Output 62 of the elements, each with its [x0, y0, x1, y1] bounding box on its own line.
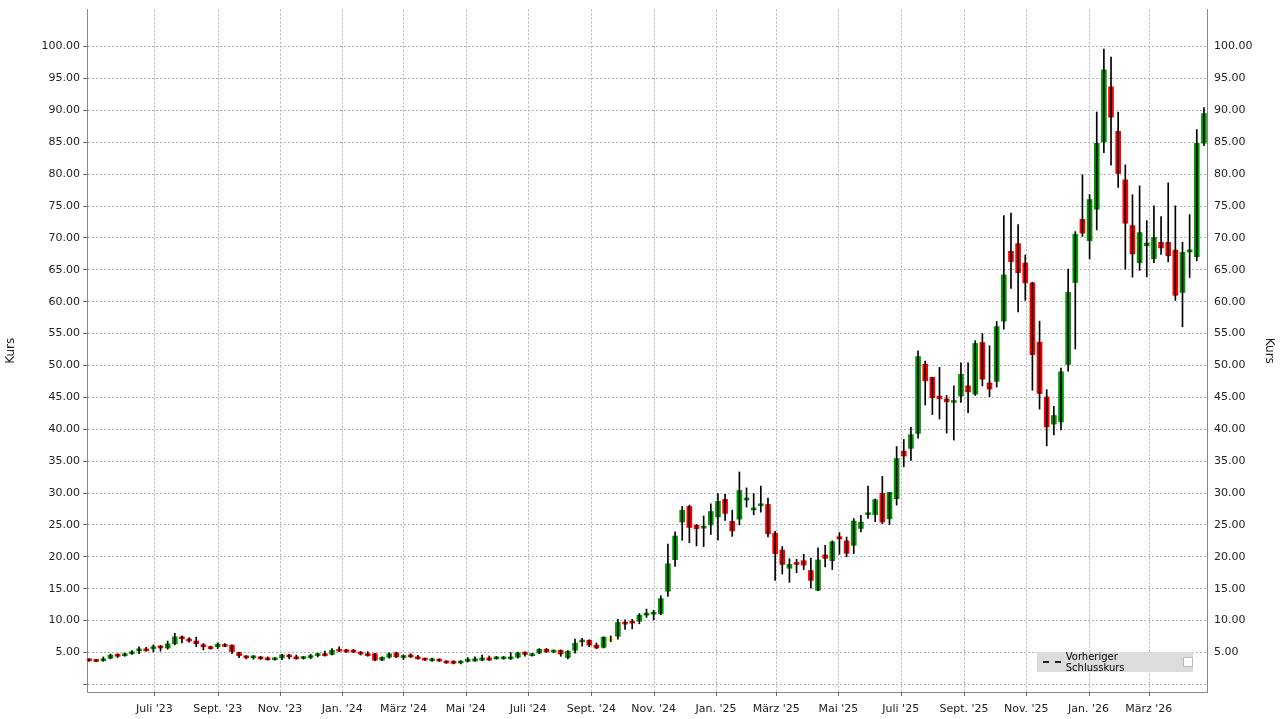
x-tick-label: Jan. '25 — [694, 702, 737, 716]
x-tick-label: Sept. '23 — [193, 702, 243, 716]
y-tick-label: 40.00 — [48, 422, 80, 436]
y2-tick-label: 65.00 — [1214, 262, 1246, 276]
x-tick-label: Juli '25 — [881, 702, 920, 716]
x-tick-label: März '25 — [752, 702, 800, 716]
y-tick-label: 20.00 — [48, 549, 80, 563]
y-tick-label: 50.00 — [48, 358, 80, 372]
y-axis-title: Kurs — [3, 337, 18, 364]
legend-panel: Vorheriger Schlusskurs — [1037, 652, 1193, 672]
y2-tick-label: 15.00 — [1214, 581, 1246, 595]
y2-tick-label: 90.00 — [1214, 103, 1246, 117]
y2-tick-label: 80.00 — [1214, 167, 1246, 180]
y2-tick-label: 20.00 — [1214, 549, 1246, 563]
y2-axis-title: Kurs — [1262, 337, 1277, 364]
y2-tick-label: 10.00 — [1214, 613, 1246, 627]
y-tick-label: 90.00 — [48, 103, 80, 117]
candlestick — [436, 658, 443, 662]
y2-tick-label: 25.00 — [1214, 517, 1246, 531]
annotation: Vorheriger Schlusskurs — [1065, 651, 1126, 673]
y-tick-label: 85.00 — [48, 135, 80, 149]
y-tick-label: 55.00 — [48, 326, 80, 340]
y-tick-label: 70.00 — [48, 230, 80, 244]
x-tick-label: Sept. '24 — [566, 702, 616, 716]
x-tick-label: März '24 — [379, 702, 428, 716]
x-tick-label: Nov. '25 — [1003, 702, 1049, 716]
x-tick-label: März '26 — [1125, 702, 1173, 716]
x-tick-label: Mai '25 — [818, 702, 859, 716]
x-tick-label: Nov. '23 — [257, 702, 303, 716]
x-tick-label: Mai '24 — [445, 702, 486, 716]
y2-tick-label: 60.00 — [1214, 294, 1246, 308]
y-tick-label: 25.00 — [48, 517, 80, 531]
y-tick-label: 5.00 — [55, 645, 80, 659]
y2-tick-label: 5.00 — [1214, 645, 1239, 659]
y-tick-label: 10.00 — [48, 613, 80, 627]
y-tick-label: 60.00 — [48, 294, 80, 308]
x-tick-label: Juli '23 — [134, 702, 173, 716]
y-tick-label: 75.00 — [48, 198, 80, 212]
y2-tick-label: 95.00 — [1214, 71, 1246, 85]
y-tick-label: 15.00 — [48, 581, 80, 595]
y-tick-label: 30.00 — [48, 485, 80, 499]
y2-tick-label: 50.00 — [1214, 358, 1246, 372]
y-tick-label: 65.00 — [48, 262, 80, 276]
y-tick-label: 45.00 — [48, 390, 80, 404]
y2-tick-label: 35.00 — [1214, 453, 1246, 467]
x-tick-label: Juli '24 — [508, 702, 547, 716]
y2-tick-label: 55.00 — [1214, 326, 1246, 340]
x-tick-label: Nov. '24 — [631, 702, 676, 716]
y2-tick-label: 85.00 — [1214, 135, 1246, 149]
y2-tick-label: 45.00 — [1214, 390, 1246, 404]
y-tick-label: 35.00 — [48, 453, 80, 467]
y2-tick-label: 75.00 — [1214, 198, 1246, 212]
y-tick-label: 95.00 — [48, 71, 80, 85]
y2-tick-label: 70.00 — [1214, 230, 1246, 244]
y-tick-label: 100.00 — [41, 39, 80, 53]
x-tick-label: Jan. '24 — [320, 702, 363, 716]
y-tick-label: 80.00 — [48, 167, 80, 180]
y2-tick-label: 40.00 — [1214, 422, 1246, 436]
y2-tick-label: 30.00 — [1214, 485, 1246, 499]
x-tick-label: Sept. '25 — [939, 702, 989, 716]
y2-tick-label: 100.00 — [1214, 39, 1253, 53]
x-tick-label: Jan. '26 — [1067, 702, 1110, 716]
